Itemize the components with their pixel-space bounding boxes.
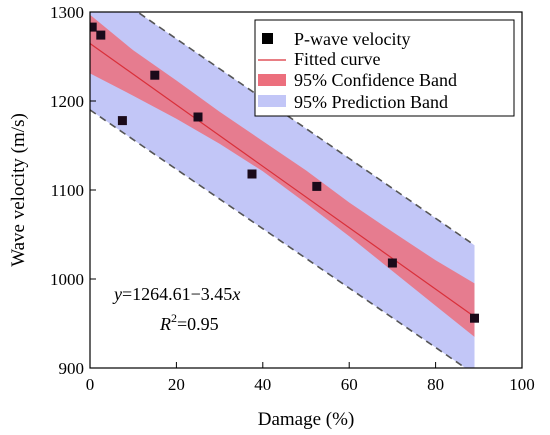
x-tick-label: 20 xyxy=(168,375,185,394)
r2-symbol: R xyxy=(159,314,171,334)
fit-equation: y=1264.61−3.45x xyxy=(112,284,240,304)
data-point xyxy=(90,22,97,32)
confidence-band xyxy=(90,14,475,337)
data-point xyxy=(470,313,479,323)
bands-layer xyxy=(90,12,475,368)
data-point xyxy=(117,116,127,126)
data-point xyxy=(96,30,106,40)
points-layer xyxy=(90,22,479,323)
y-tick-label: 900 xyxy=(59,359,85,378)
data-point xyxy=(193,112,203,122)
x-tick-label: 40 xyxy=(254,375,271,394)
x-tick-label: 60 xyxy=(341,375,358,394)
legend-label-points: P-wave velocity xyxy=(294,29,410,49)
x-tick-label: 80 xyxy=(427,375,444,394)
data-point xyxy=(312,181,322,191)
fitted-line xyxy=(90,43,475,318)
y-axis-title: Wave velocity (m/s) xyxy=(8,113,29,267)
legend-label-confidence: 95% Confidence Band xyxy=(294,70,457,90)
legend-label-fit: Fitted curve xyxy=(294,49,380,69)
y-tick-label: 1100 xyxy=(51,181,84,200)
legend-frame xyxy=(254,19,515,117)
x-tick-label: 0 xyxy=(86,375,95,394)
y-tick-label: 1200 xyxy=(50,92,84,111)
r2-value: =0.95 xyxy=(177,314,219,334)
legend-marker-prediction xyxy=(258,95,286,107)
y-tick-label: 1000 xyxy=(50,270,84,289)
x-tick-label: 100 xyxy=(509,375,535,394)
legend: P-wave velocity Fitted curve 95% Confide… xyxy=(254,19,515,117)
data-point xyxy=(247,169,257,179)
legend-marker-confidence xyxy=(258,74,286,86)
legend-label-prediction: 95% Prediction Band xyxy=(294,92,448,112)
legend-marker-points xyxy=(262,33,273,44)
equation-x: x xyxy=(231,284,240,304)
fit-layer xyxy=(90,43,475,318)
x-axis-title: Damage (%) xyxy=(258,409,355,430)
equation-body: =1264.61−3.45 xyxy=(122,284,232,304)
axis-ticks: 0 20 40 60 80 100 900 1000 1100 1200 1300 xyxy=(50,3,535,394)
r-squared: R2=0.95 xyxy=(159,311,219,334)
data-point xyxy=(150,70,160,80)
prediction-band-lower-edge xyxy=(90,109,467,368)
data-point xyxy=(387,258,397,268)
equation-y: y xyxy=(112,284,122,304)
r2-superscript: 2 xyxy=(171,311,177,325)
y-tick-label: 1300 xyxy=(50,3,84,22)
